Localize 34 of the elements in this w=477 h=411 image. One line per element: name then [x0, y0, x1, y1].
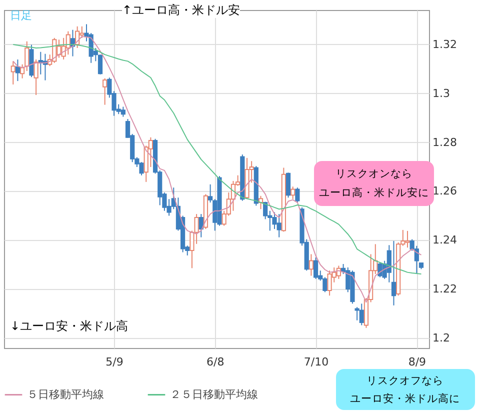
- x-tick-label: 6/8: [206, 356, 224, 368]
- candlestick: [308, 254, 314, 276]
- candlestick: [290, 186, 296, 200]
- y-tick-label: 1.28: [432, 136, 457, 149]
- y-tick-label: 1.22: [432, 282, 457, 296]
- candlestick: [102, 78, 108, 106]
- candlestick: [10, 60, 16, 85]
- y-tick-label: 1.32: [432, 38, 457, 51]
- y-tick-label: 1.2: [432, 332, 450, 345]
- candlestick: [198, 214, 204, 238]
- annotation: 日足: [10, 9, 32, 22]
- x-tick-label: 8/9: [408, 356, 426, 368]
- y-tick-label: 1.26: [432, 184, 457, 198]
- candlestick: [34, 58, 38, 96]
- candlestick: [120, 106, 126, 118]
- candlestick: [286, 172, 291, 198]
- candlestick: [295, 187, 300, 204]
- annotation: ↓ユーロ安・米ドル高: [10, 319, 128, 333]
- candlestick: [66, 30, 70, 56]
- legend-label: ２５日移動平均線: [170, 388, 258, 401]
- text: リスクオフなら: [366, 375, 444, 387]
- candlestick: [313, 256, 318, 280]
- text: ユーロ安・米ドル高に: [350, 392, 460, 405]
- annotation: ↑ユーロ高・米ドル安: [122, 3, 240, 17]
- legend-label: ５日移動平均線: [27, 388, 104, 401]
- annotation: リスクオンなら: [336, 168, 412, 180]
- candlestick: [263, 201, 268, 220]
- annotation: ユーロ高・米ドル安に: [319, 186, 429, 199]
- x-tick-label: 7/10: [304, 356, 329, 368]
- y-tick-label: 1.3: [432, 86, 450, 100]
- candlestick: [391, 240, 396, 306]
- candlestick: [98, 54, 103, 75]
- x-tick-label: 5/9: [106, 356, 124, 368]
- y-tick-label: 1.24: [432, 234, 457, 247]
